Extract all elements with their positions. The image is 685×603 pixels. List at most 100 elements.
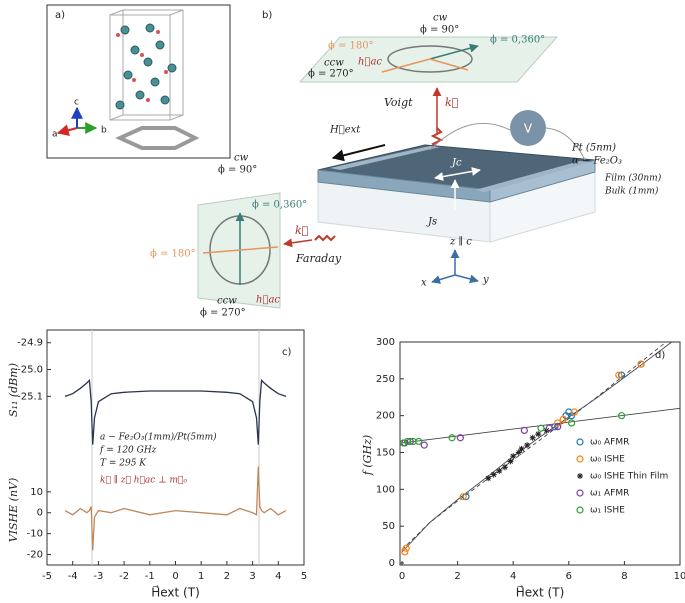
y-tick-label: -20: [27, 550, 43, 561]
point: [559, 415, 567, 423]
y-tick-label: -10: [27, 529, 43, 540]
arrow: [381, 58, 431, 73]
label: ϕ = 270°: [308, 69, 354, 80]
x-tick-label: -3: [93, 571, 103, 582]
point: [535, 431, 542, 438]
axis-label: b: [101, 126, 107, 136]
x-tick-label: 3: [249, 571, 255, 582]
x-tick-label: 6: [566, 571, 572, 582]
y-tick-label: 250: [376, 374, 395, 385]
legend-label: ω₀ ISHE: [590, 455, 625, 465]
label: ϕ = 0,360°: [490, 35, 545, 46]
point: [518, 445, 525, 452]
point: [401, 548, 409, 556]
axis-arrow: [56, 124, 78, 137]
label: k⃗: [295, 224, 308, 237]
label: h⃗ac: [358, 57, 382, 68]
crystal: [109, 9, 200, 150]
x-axis-label: H⃗ext (T): [516, 585, 565, 599]
point: [554, 423, 562, 431]
annotation: T = 295 K: [100, 459, 147, 469]
x-tick-label: 10: [674, 571, 685, 582]
point: [485, 475, 492, 482]
point: [618, 412, 626, 420]
x-tick-label: 2: [224, 571, 230, 582]
legend-marker: [577, 473, 583, 479]
x-tick-label: -4: [68, 571, 78, 582]
arrow: [434, 166, 481, 182]
x-tick-label: 5: [301, 571, 307, 582]
point: [501, 464, 508, 471]
panel-label: c): [282, 347, 291, 358]
label: Bulk (1mm): [604, 186, 659, 197]
y-tick-label: 0: [389, 558, 395, 569]
arrow: [202, 246, 279, 254]
label: Js: [426, 217, 437, 228]
x-tick-label: -2: [119, 571, 129, 582]
point: [618, 371, 626, 379]
rotation-circle: [387, 45, 473, 73]
wave-arrow: [283, 238, 313, 248]
annotation: k⃗ ∥ z⃗ h⃗ac ⊥ m⃗₀: [100, 475, 187, 486]
label: k⃗: [445, 96, 458, 109]
label: ϕ = 90°: [218, 165, 257, 176]
x-tick-label: 0: [399, 571, 405, 582]
point: [490, 471, 497, 478]
point: [507, 458, 514, 465]
point: [456, 434, 464, 442]
point: [406, 437, 414, 446]
legend-label: ω₀ AFMR: [590, 438, 629, 448]
x-tick-label: 4: [510, 571, 516, 582]
label: H⃗ext: [329, 125, 361, 136]
label: ϕ = 0,360°: [252, 200, 307, 211]
y-tick-label: 200: [376, 411, 395, 422]
plot-frame: [46, 329, 305, 566]
label: ϕ = 90°: [420, 25, 459, 36]
arrow: [429, 43, 479, 60]
axis-arrow: [454, 274, 479, 284]
label: V: [524, 122, 533, 136]
x-tick-label: 8: [621, 571, 627, 582]
axis-label: c: [74, 98, 79, 108]
y-tick-label: 300: [376, 337, 395, 348]
legend-marker: [576, 438, 584, 446]
label: Jc: [450, 158, 462, 169]
y-tick-label: 100: [376, 484, 395, 495]
fit-line: [401, 341, 672, 553]
y-axis-label: f (GHz): [361, 435, 374, 476]
fit-line: [401, 341, 667, 551]
point: [570, 408, 578, 416]
charts: -5 -4 -3 -2 -1 0 1 2 3 4 5-24.9-25.0-25.1-20-10010…: [7, 329, 685, 600]
y-tick-label: 0: [37, 508, 43, 519]
y-tick-label: -24.9: [17, 338, 43, 349]
legend-marker: [576, 489, 584, 497]
point: [524, 442, 531, 449]
label: Film (30nm): [604, 173, 662, 184]
x-tick-label: 0: [172, 571, 178, 582]
x-axis-label: H⃗ext (T): [151, 585, 200, 599]
y-tick-label: 150: [376, 448, 395, 459]
label: z ∥ c: [449, 236, 472, 248]
label: α − Fe₂O₃: [572, 156, 622, 167]
x-tick-label: -1: [145, 571, 155, 582]
x-tick-label: -5: [42, 571, 52, 582]
point: [529, 434, 536, 441]
label: ϕ = 180°: [328, 41, 374, 52]
point: [399, 439, 407, 447]
label: Voigt: [384, 96, 413, 109]
label: cw: [234, 153, 249, 164]
point: [496, 467, 503, 474]
label: cw: [433, 13, 448, 24]
label: ccw: [324, 58, 344, 69]
x-tick-label: 1: [198, 571, 204, 582]
axis-arrow: [431, 274, 456, 284]
y-tick-label: -25.1: [17, 391, 43, 402]
wire: [429, 122, 511, 151]
legend-label: ω₁ AFMR: [590, 489, 629, 499]
label: x: [421, 278, 427, 289]
y-axis-label: S₁₁ (dBm): [7, 363, 20, 417]
point: [515, 449, 522, 456]
point: [615, 371, 623, 379]
annotation: a − Fe₂O₃(1mm)/Pt(5mm): [100, 432, 217, 443]
wave: [314, 234, 336, 242]
